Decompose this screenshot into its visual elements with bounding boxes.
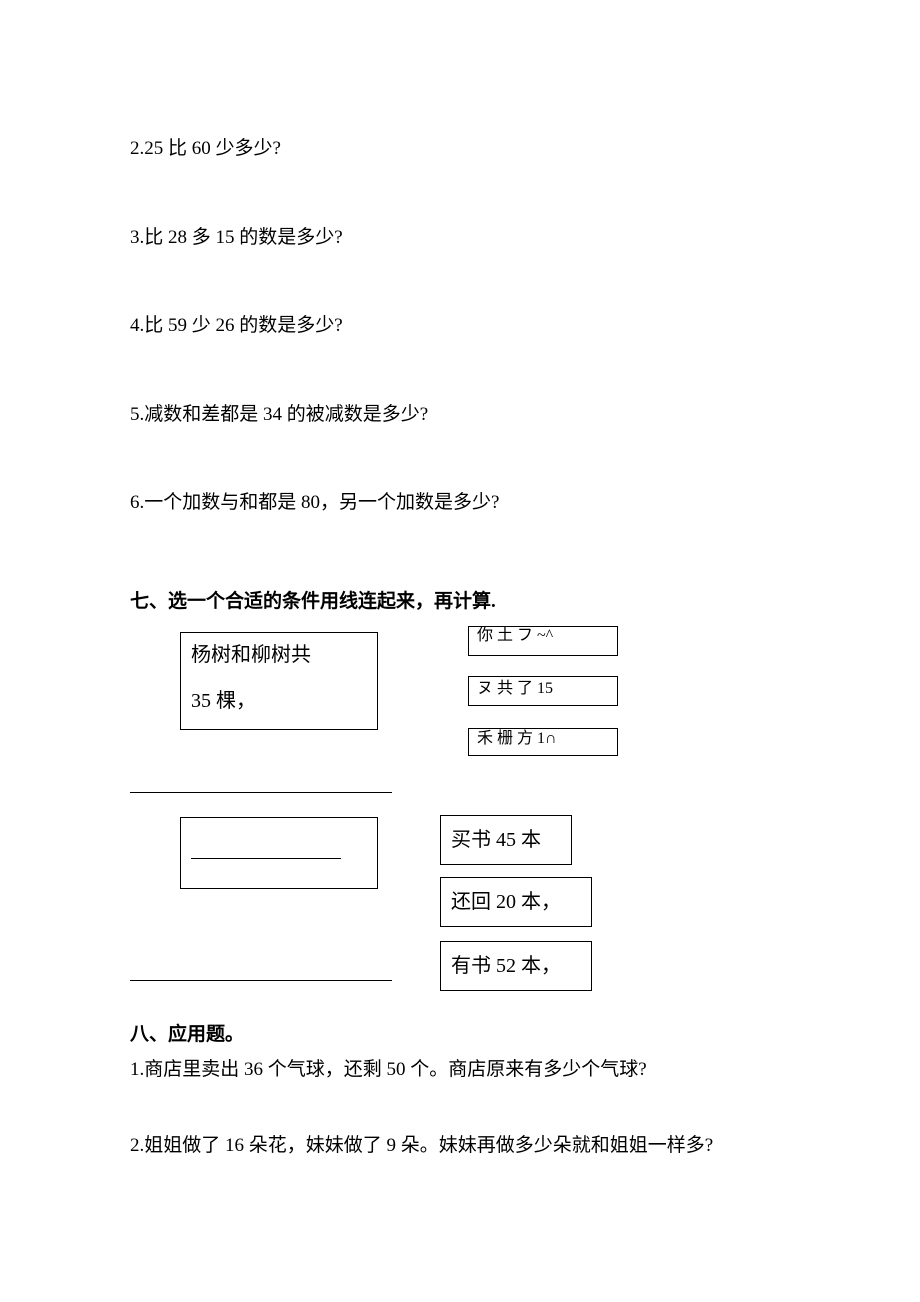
section-8-title: 八、应用题。	[130, 1021, 790, 1050]
right-box-1c: 禾 栅 方 1∩	[468, 728, 618, 756]
right-box-2a: 买书 45 本	[440, 815, 572, 865]
right-box-2c: 有书 52 本，	[440, 941, 592, 991]
left-box-2	[180, 817, 378, 889]
right-box-2b: 还回 20 本，	[440, 877, 592, 927]
right-box-1a: 你 土 フ ~^	[468, 626, 618, 656]
matching-group-2: 买书 45 本 还回 20 本， 有书 52 本，	[130, 815, 790, 982]
section-7-title: 七、选一个合适的条件用线连起来，再计算.	[130, 588, 790, 617]
matching-group-1: 杨树和柳树共 35 棵， 你 土 フ ~^ ヌ 共 了 15 禾 栅 方 1∩	[130, 626, 790, 793]
question-8-2: 2.姐姐做了 16 朵花，妹妹做了 9 朵。妹妹再做多少朵就和姐姐一样多?	[130, 1132, 790, 1161]
question-3: 3.比 28 多 15 的数是多少?	[130, 224, 790, 253]
question-4: 4.比 59 少 26 的数是多少?	[130, 312, 790, 341]
answer-underline-2	[130, 962, 392, 981]
answer-underline-1	[130, 774, 392, 793]
left-box-1-line2: 35 棵，	[191, 685, 367, 717]
question-5: 5.减数和差都是 34 的被减数是多少?	[130, 401, 790, 430]
right-box-1b: ヌ 共 了 15	[468, 676, 618, 706]
left-box-2-inner-underline	[191, 836, 341, 859]
left-box-1: 杨树和柳树共 35 棵，	[180, 632, 378, 730]
left-box-1-line1: 杨树和柳树共	[191, 639, 367, 671]
question-8-1: 1.商店里卖出 36 个气球，还剩 50 个。商店原来有多少个气球?	[130, 1056, 790, 1085]
question-6: 6.一个加数与和都是 80，另一个加数是多少?	[130, 489, 790, 518]
question-2: 2.25 比 60 少多少?	[130, 135, 790, 164]
